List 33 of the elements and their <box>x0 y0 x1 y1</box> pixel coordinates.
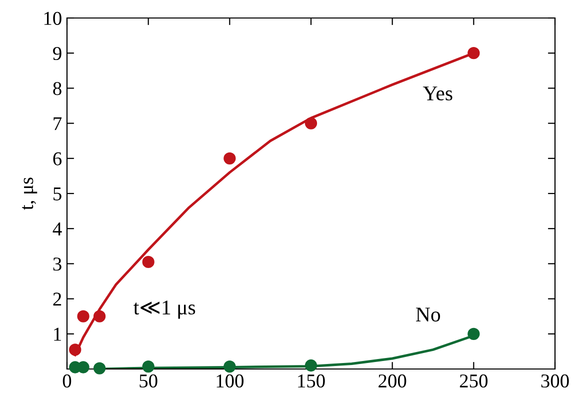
point <box>142 256 154 268</box>
point <box>224 152 236 164</box>
y-tick-label: 7 <box>54 117 62 130</box>
x-tick-label: 0 <box>62 374 72 388</box>
point <box>304 117 318 130</box>
point <box>468 328 480 340</box>
y-axis-title: t, μs <box>22 178 38 210</box>
annotation: t≪1 μs <box>134 300 196 319</box>
x-tick-label: 150 <box>298 374 325 388</box>
y-tick-label: 9 <box>53 46 62 60</box>
point <box>224 360 236 373</box>
y-tick-label: 1 <box>54 328 61 341</box>
point <box>468 47 480 60</box>
point <box>304 359 318 372</box>
y-tick-label: 4 <box>52 222 62 236</box>
x-tick-label: 100 <box>216 374 244 388</box>
x-tick-label: 300 <box>541 374 569 388</box>
x-tick-label: 250 <box>460 374 488 388</box>
y-tick-label: 6 <box>53 152 62 166</box>
y-tick-label: 8 <box>53 82 62 96</box>
annotation: No <box>416 308 440 322</box>
point <box>93 362 106 374</box>
annotation: Yes <box>422 86 452 100</box>
point <box>142 360 154 373</box>
y-tick-label: 5 <box>54 188 62 200</box>
x-tick-label: 200 <box>378 374 406 388</box>
point <box>69 344 82 356</box>
y-tick-label: 2 <box>53 292 62 306</box>
y-tick-label: 3 <box>53 258 62 271</box>
x-tick-label: 50 <box>140 374 158 388</box>
point <box>93 310 106 322</box>
point <box>77 310 90 322</box>
y-tick-label: 10 <box>44 12 62 25</box>
